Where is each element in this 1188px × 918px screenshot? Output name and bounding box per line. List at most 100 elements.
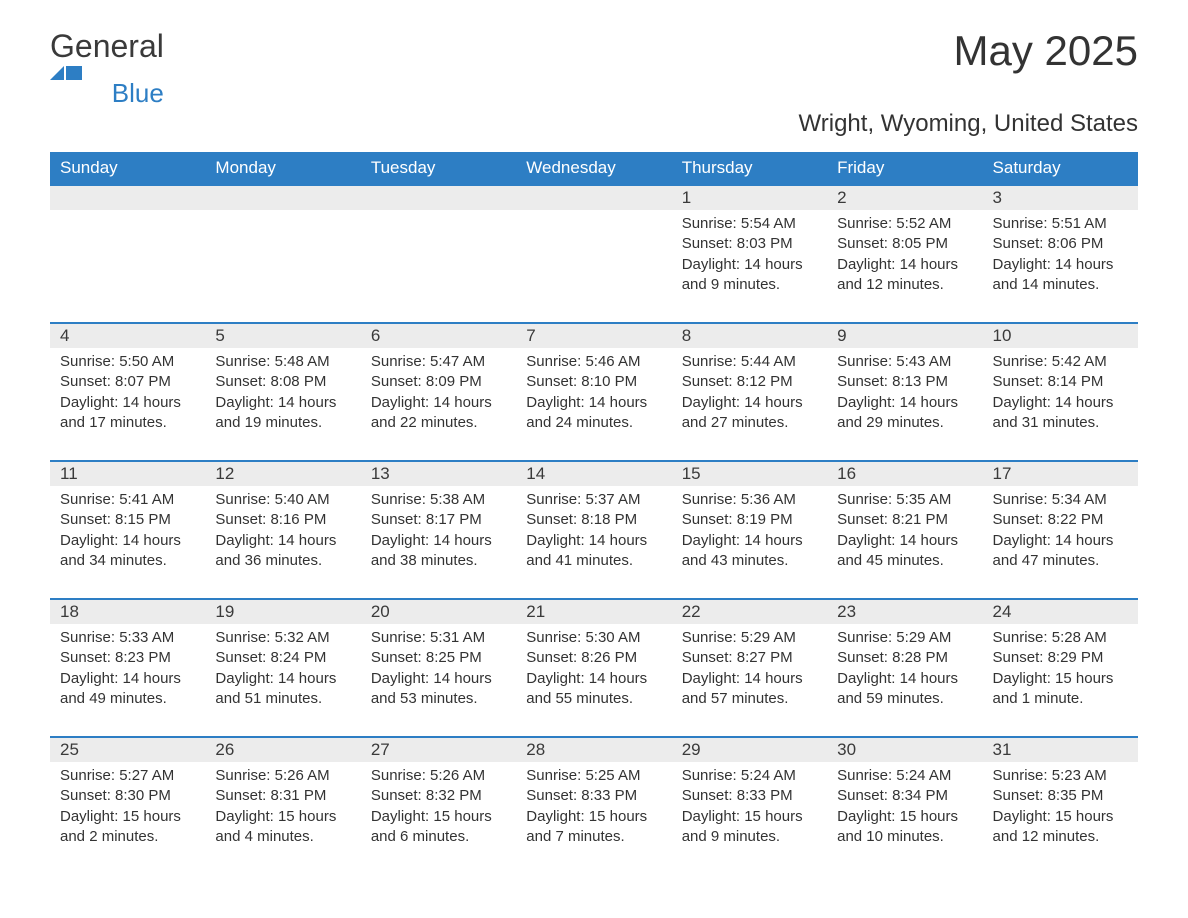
day-details: Sunrise: 5:43 AMSunset: 8:13 PMDaylight:… [827, 348, 982, 441]
calendar-cell: 21Sunrise: 5:30 AMSunset: 8:26 PMDayligh… [516, 598, 671, 736]
page-title: May 2025 [954, 30, 1138, 72]
sunrise-line: Sunrise: 5:36 AM [682, 490, 817, 510]
day-details: Sunrise: 5:52 AMSunset: 8:05 PMDaylight:… [827, 210, 982, 303]
sunrise-line: Sunrise: 5:44 AM [682, 352, 817, 372]
daylight-line: Daylight: 14 hours and 34 minutes. [60, 531, 195, 572]
day-number-bar: 3 [983, 184, 1138, 210]
daylight-line: Daylight: 15 hours and 6 minutes. [371, 807, 506, 848]
calendar-cell: 14Sunrise: 5:37 AMSunset: 8:18 PMDayligh… [516, 460, 671, 598]
day-details: Sunrise: 5:35 AMSunset: 8:21 PMDaylight:… [827, 486, 982, 579]
calendar-cell: 29Sunrise: 5:24 AMSunset: 8:33 PMDayligh… [672, 736, 827, 874]
sunset-line: Sunset: 8:22 PM [993, 510, 1128, 530]
sunset-line: Sunset: 8:15 PM [60, 510, 195, 530]
sunset-line: Sunset: 8:03 PM [682, 234, 817, 254]
sunrise-line: Sunrise: 5:31 AM [371, 628, 506, 648]
sunrise-line: Sunrise: 5:27 AM [60, 766, 195, 786]
sunset-line: Sunset: 8:07 PM [60, 372, 195, 392]
calendar-cell: 19 Sunrise: 5:32 AMSunset: 8:24 PMDayligh… [205, 598, 360, 736]
day-number-bar: 25 [50, 736, 205, 762]
day-number-bar: 5 [205, 322, 360, 348]
sunset-line: Sunset: 8:28 PM [837, 648, 972, 668]
day-details: Sunrise: 5:34 AMSunset: 8:22 PMDaylight:… [983, 486, 1138, 579]
daylight-line: Daylight: 14 hours and 51 minutes. [215, 669, 350, 710]
sunset-line: Sunset: 8:24 PM [215, 648, 350, 668]
sunset-line: Sunset: 8:23 PM [60, 648, 195, 668]
calendar-table: SundayMondayTuesdayWednesdayThursdayFrid… [50, 152, 1138, 874]
day-number-bar: 4 [50, 322, 205, 348]
calendar-cell [205, 184, 360, 322]
sunset-line: Sunset: 8:34 PM [837, 786, 972, 806]
sunset-line: Sunset: 8:13 PM [837, 372, 972, 392]
sunrise-line: Sunrise: 5:32 AM [215, 628, 350, 648]
calendar-cell: 17Sunrise: 5:34 AMSunset: 8:22 PMDayligh… [983, 460, 1138, 598]
sunrise-line: Sunrise: 5:50 AM [60, 352, 195, 372]
sunrise-line: Sunrise: 5:51 AM [993, 214, 1128, 234]
day-number-bar: 19 [205, 598, 360, 624]
calendar-cell [361, 184, 516, 322]
day-details: Sunrise: 5:30 AMSunset: 8:26 PMDaylight:… [516, 624, 671, 717]
sunset-line: Sunset: 8:05 PM [837, 234, 972, 254]
calendar-cell: 28Sunrise: 5:25 AMSunset: 8:33 PMDayligh… [516, 736, 671, 874]
sunrise-line: Sunrise: 5:23 AM [993, 766, 1128, 786]
sunset-line: Sunset: 8:14 PM [993, 372, 1128, 392]
calendar-cell [50, 184, 205, 322]
sunset-line: Sunset: 8:19 PM [682, 510, 817, 530]
calendar-week-row: 18Sunrise: 5:33 AMSunset: 8:23 PMDayligh… [50, 598, 1138, 736]
day-details: Sunrise: 5:28 AMSunset: 8:29 PMDaylight:… [983, 624, 1138, 717]
weekday-header: Monday [205, 152, 360, 184]
day-number-bar: 9 [827, 322, 982, 348]
day-details: Sunrise: 5:24 AMSunset: 8:33 PMDaylight:… [672, 762, 827, 855]
sunrise-line: Sunrise: 5:48 AM [215, 352, 350, 372]
daylight-line: Daylight: 14 hours and 9 minutes. [682, 255, 817, 296]
day-number-bar [516, 184, 671, 210]
daylight-line: Daylight: 14 hours and 38 minutes. [371, 531, 506, 572]
day-details: Sunrise: 5:33 AMSunset: 8:23 PMDaylight:… [50, 624, 205, 717]
daylight-line: Daylight: 14 hours and 22 minutes. [371, 393, 506, 434]
daylight-line: Daylight: 15 hours and 10 minutes. [837, 807, 972, 848]
sunset-line: Sunset: 8:35 PM [993, 786, 1128, 806]
daylight-line: Daylight: 15 hours and 1 minute. [993, 669, 1128, 710]
day-number-bar: 13 [361, 460, 516, 486]
daylight-line: Daylight: 14 hours and 19 minutes. [215, 393, 350, 434]
daylight-line: Daylight: 14 hours and 31 minutes. [993, 393, 1128, 434]
day-number-bar: 30 [827, 736, 982, 762]
sunrise-line: Sunrise: 5:47 AM [371, 352, 506, 372]
calendar-cell: 9Sunrise: 5:43 AMSunset: 8:13 PMDaylight… [827, 322, 982, 460]
weekday-header: Tuesday [361, 152, 516, 184]
day-details: Sunrise: 5:41 AMSunset: 8:15 PMDaylight:… [50, 486, 205, 579]
daylight-line: Daylight: 14 hours and 53 minutes. [371, 669, 506, 710]
sunset-line: Sunset: 8:29 PM [993, 648, 1128, 668]
sunset-line: Sunset: 8:10 PM [526, 372, 661, 392]
sunrise-line: Sunrise: 5:29 AM [837, 628, 972, 648]
calendar-cell: 10Sunrise: 5:42 AMSunset: 8:14 PMDayligh… [983, 322, 1138, 460]
logo-text-general: General [50, 28, 164, 64]
daylight-line: Daylight: 14 hours and 43 minutes. [682, 531, 817, 572]
day-details: Sunrise: 5:23 AMSunset: 8:35 PMDaylight:… [983, 762, 1138, 855]
sunset-line: Sunset: 8:25 PM [371, 648, 506, 668]
daylight-line: Daylight: 15 hours and 12 minutes. [993, 807, 1128, 848]
sunset-line: Sunset: 8:17 PM [371, 510, 506, 530]
daylight-line: Daylight: 15 hours and 7 minutes. [526, 807, 661, 848]
day-number-bar: 12 [205, 460, 360, 486]
day-number-bar [205, 184, 360, 210]
sunrise-line: Sunrise: 5:33 AM [60, 628, 195, 648]
day-details: Sunrise: 5:51 AMSunset: 8:06 PMDaylight:… [983, 210, 1138, 303]
weekday-header-row: SundayMondayTuesdayWednesdayThursdayFrid… [50, 152, 1138, 184]
sunset-line: Sunset: 8:16 PM [215, 510, 350, 530]
daylight-line: Daylight: 15 hours and 4 minutes. [215, 807, 350, 848]
day-number-bar: 21 [516, 598, 671, 624]
sunrise-line: Sunrise: 5:26 AM [215, 766, 350, 786]
calendar-cell: 24Sunrise: 5:28 AMSunset: 8:29 PMDayligh… [983, 598, 1138, 736]
calendar-cell [516, 184, 671, 322]
daylight-line: Daylight: 14 hours and 45 minutes. [837, 531, 972, 572]
day-details: Sunrise: 5:54 AMSunset: 8:03 PMDaylight:… [672, 210, 827, 303]
calendar-cell: 3Sunrise: 5:51 AMSunset: 8:06 PMDaylight… [983, 184, 1138, 322]
day-number-bar: 2 [827, 184, 982, 210]
weekday-header: Sunday [50, 152, 205, 184]
day-number-bar: 15 [672, 460, 827, 486]
sunset-line: Sunset: 8:33 PM [682, 786, 817, 806]
day-number-bar: 22 [672, 598, 827, 624]
sunset-line: Sunset: 8:31 PM [215, 786, 350, 806]
weekday-header: Friday [827, 152, 982, 184]
sunrise-line: Sunrise: 5:30 AM [526, 628, 661, 648]
